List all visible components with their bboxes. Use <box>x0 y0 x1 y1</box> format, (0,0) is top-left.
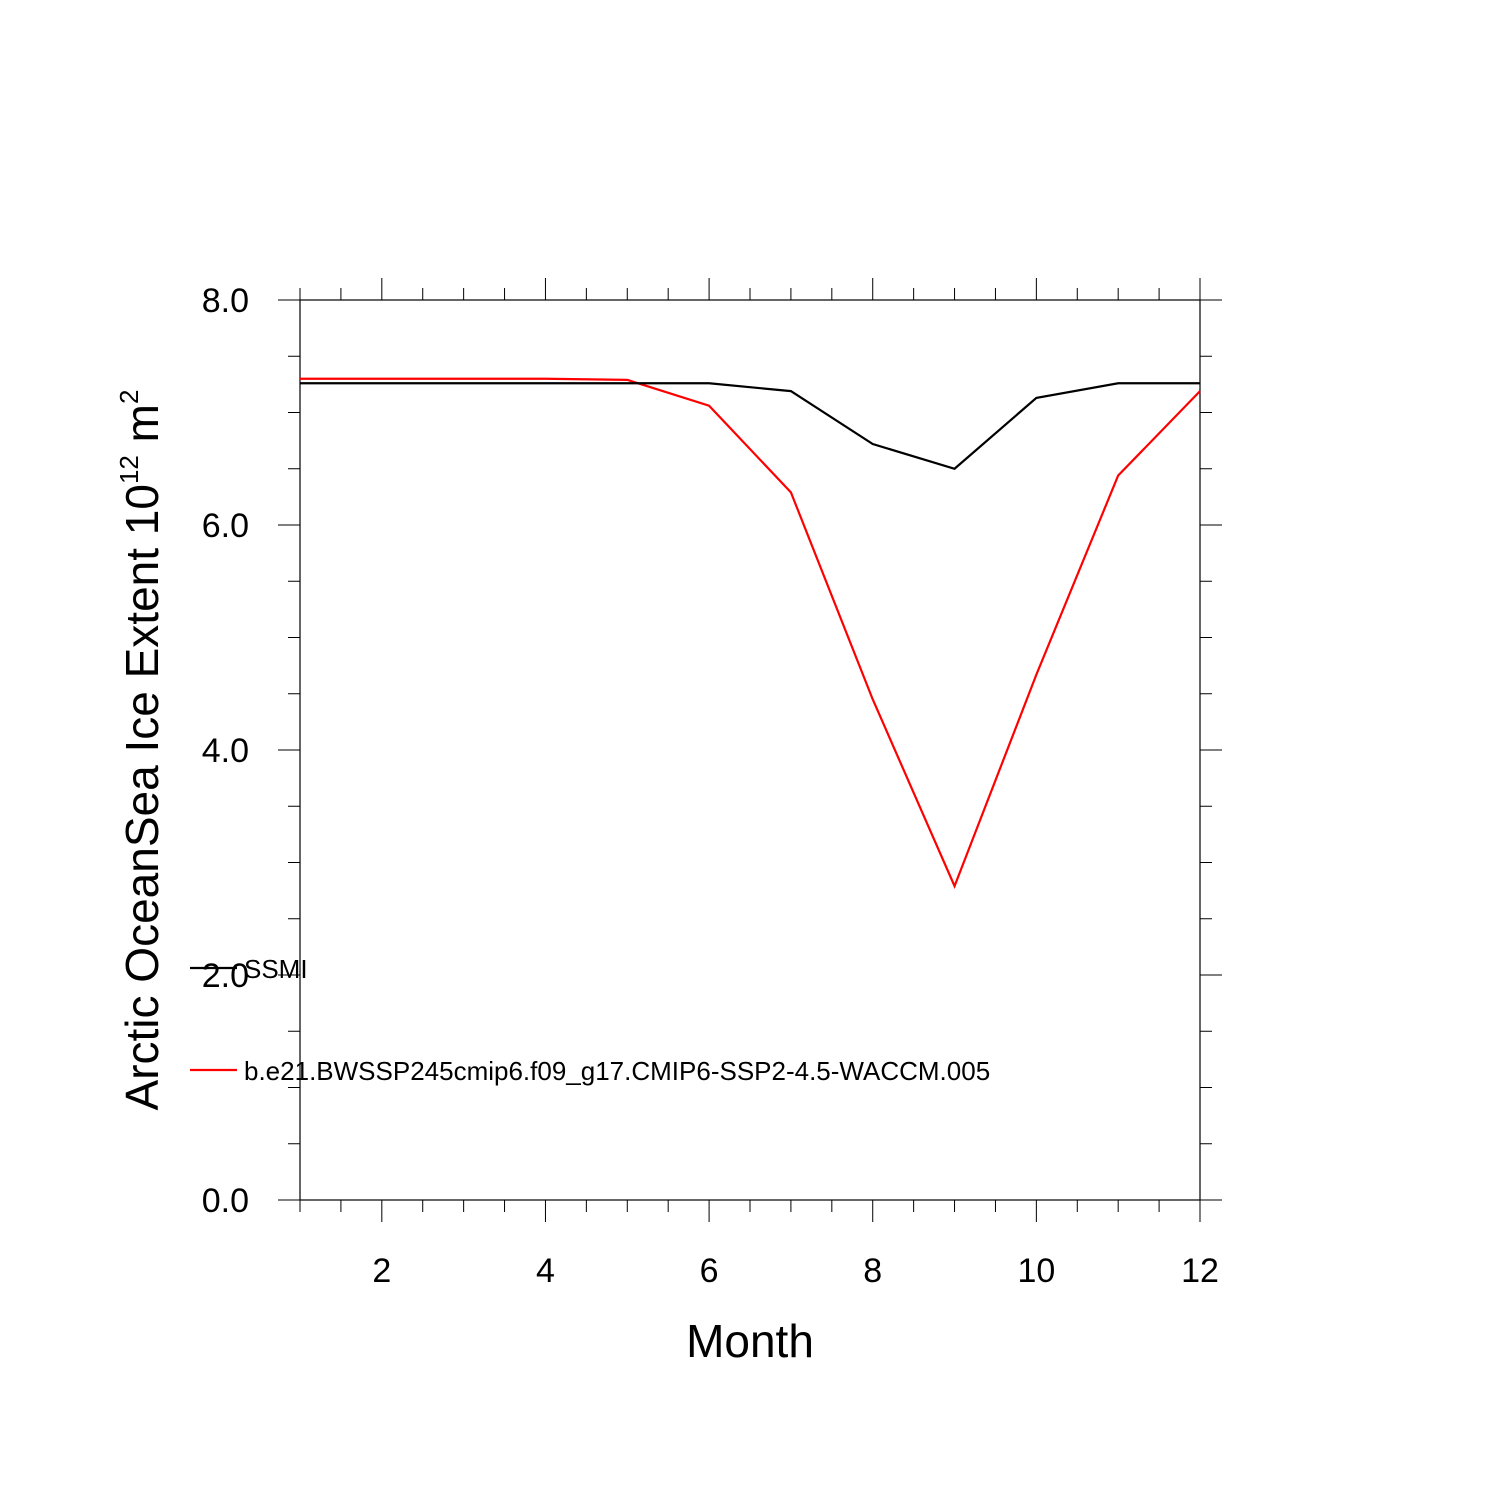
x-tick-labels: 2 4 6 8 10 12 <box>372 1252 1219 1290</box>
x-tick-label: 8 <box>863 1252 882 1290</box>
series-line <box>300 377 1201 890</box>
y-tick-label: 2.0 <box>202 957 249 995</box>
y-tick-label: 4.0 <box>202 732 249 770</box>
y-axis-title-main: Arctic OceanSea Ice Extent 10 <box>116 484 168 1110</box>
y-axis-title-exponent: 12 <box>114 455 144 484</box>
y-axis-title-unit-exponent: 2 <box>114 390 144 404</box>
legend: SSMI b.e21.BWSSP245cmip6.f09_g17.CMIP6-SS… <box>190 954 990 1086</box>
series-line <box>300 382 1200 470</box>
x-tick-label: 4 <box>536 1252 555 1290</box>
x-tick-label: 2 <box>372 1252 391 1290</box>
series-lines <box>300 377 1201 890</box>
x-tick-label: 10 <box>1017 1252 1055 1290</box>
y-tick-label: 6.0 <box>202 507 249 545</box>
x-tick-label: 12 <box>1181 1252 1219 1290</box>
y-axis-title-unit: m <box>116 404 168 455</box>
x-tick-label: 6 <box>700 1252 719 1290</box>
legend-label: SSMI <box>244 954 308 984</box>
y-tick-label: 0.0 <box>202 1182 249 1220</box>
y-tick-label: 8.0 <box>202 282 249 320</box>
minor-ticks <box>288 288 1212 1212</box>
y-tick-labels: 0.0 2.0 4.0 6.0 8.0 <box>202 282 249 1220</box>
major-ticks <box>278 278 1222 1222</box>
x-axis-title: Month <box>686 1315 814 1367</box>
legend-label: b.e21.BWSSP245cmip6.f09_g17.CMIP6-SSP2-4… <box>244 1056 990 1086</box>
y-axis-title: Arctic OceanSea Ice Extent 1012 m2 <box>114 390 168 1111</box>
